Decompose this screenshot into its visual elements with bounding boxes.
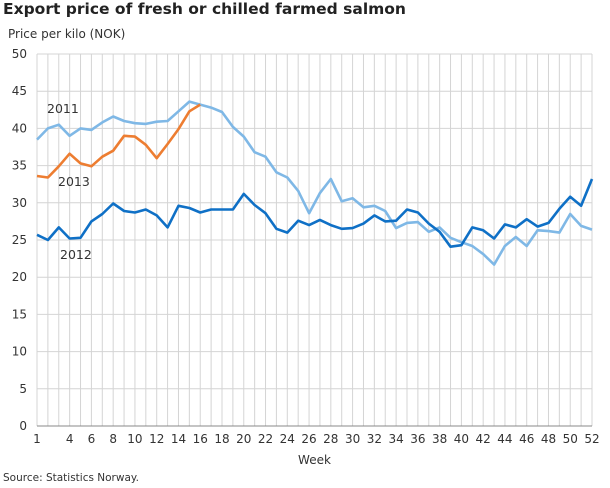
x-tick-label: 12 — [149, 432, 164, 446]
y-tick-label: 50 — [12, 47, 27, 61]
x-tick-label: 46 — [519, 432, 534, 446]
y-tick-label: 25 — [12, 233, 27, 247]
x-tick-label: 32 — [367, 432, 382, 446]
x-tick-label: 30 — [345, 432, 360, 446]
x-tick-label: 28 — [323, 432, 338, 446]
x-tick-label: 8 — [109, 432, 117, 446]
x-tick-label: 1 — [33, 432, 41, 446]
x-tick-label: 10 — [127, 432, 142, 446]
y-tick-label: 0 — [19, 419, 27, 433]
x-tick-label: 20 — [236, 432, 251, 446]
x-tick-label: 44 — [497, 432, 512, 446]
series-label-2012: 2012 — [60, 247, 92, 262]
x-tick-label: 50 — [563, 432, 578, 446]
x-tick-label: 4 — [66, 432, 74, 446]
x-axis-label: Week — [298, 453, 331, 467]
series-line-2012 — [36, 178, 594, 248]
x-tick-label: 48 — [541, 432, 556, 446]
x-tick-label: 38 — [432, 432, 447, 446]
x-tick-label: 36 — [410, 432, 425, 446]
x-tick-label: 40 — [454, 432, 469, 446]
x-tick-label: 18 — [214, 432, 229, 446]
x-tick-label: 6 — [88, 432, 96, 446]
x-tick-label: 14 — [171, 432, 186, 446]
y-tick-label: 10 — [12, 345, 27, 359]
source-note: Source: Statistics Norway. — [3, 472, 139, 484]
y-tick-label: 15 — [12, 307, 27, 321]
y-tick-label: 20 — [12, 270, 27, 284]
x-tick-label: 42 — [476, 432, 491, 446]
x-tick-label: 24 — [280, 432, 295, 446]
x-tick-label: 34 — [388, 432, 403, 446]
y-tick-label: 5 — [19, 382, 27, 396]
series-label-2013: 2013 — [58, 174, 90, 189]
y-axis-label: Price per kilo (NOK) — [8, 27, 126, 41]
y-tick-label: 40 — [12, 121, 27, 135]
series-line-2011 — [36, 100, 593, 266]
y-tick-label: 35 — [12, 159, 27, 173]
y-tick-label: 45 — [12, 84, 27, 98]
x-tick-label: 22 — [258, 432, 273, 446]
series-label-2011: 2011 — [47, 101, 79, 116]
y-tick-label: 30 — [12, 196, 27, 210]
x-tick-label: 52 — [584, 432, 599, 446]
chart-title: Export price of fresh or chilled farmed … — [3, 0, 406, 18]
series-line-2013 — [36, 103, 201, 179]
x-tick-label: 26 — [301, 432, 316, 446]
x-tick-label: 16 — [193, 432, 208, 446]
